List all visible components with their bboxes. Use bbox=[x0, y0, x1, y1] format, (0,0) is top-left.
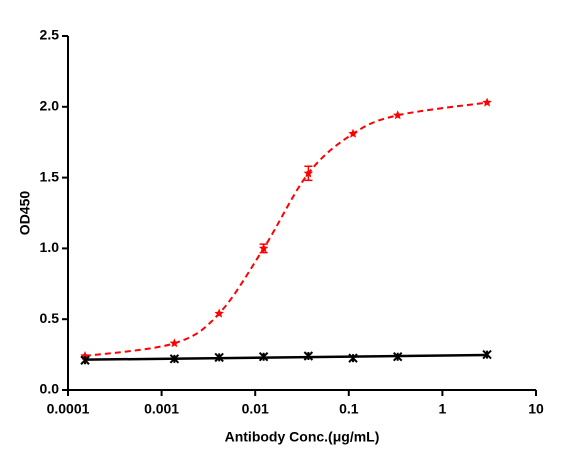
point bbox=[392, 110, 403, 120]
point bbox=[348, 353, 358, 363]
point bbox=[303, 351, 314, 361]
x-tick-label: 0.1 bbox=[339, 401, 359, 417]
point bbox=[482, 349, 492, 360]
y-tick-label: 0.5 bbox=[40, 310, 60, 326]
x-tick-label: 1 bbox=[439, 401, 447, 417]
y-tick-label: 0.0 bbox=[40, 381, 60, 397]
point bbox=[258, 243, 269, 253]
point bbox=[482, 97, 492, 107]
point bbox=[80, 355, 90, 365]
fit-curve bbox=[84, 101, 488, 358]
point bbox=[169, 354, 180, 364]
x-tick-label: 0.01 bbox=[242, 401, 269, 417]
point bbox=[214, 352, 224, 363]
point bbox=[258, 352, 269, 362]
x-axis-label: Antibody Conc.(μg/mL) bbox=[225, 429, 380, 445]
x-tick-label: 0.001 bbox=[144, 401, 179, 417]
x-tick-label: 10 bbox=[528, 401, 544, 417]
y-tick-label: 1.5 bbox=[40, 168, 60, 184]
x-tick-label: 0.0001 bbox=[47, 401, 90, 417]
point bbox=[392, 352, 403, 362]
y-tick-label: 2.5 bbox=[40, 27, 60, 43]
point bbox=[214, 308, 224, 318]
point bbox=[348, 128, 358, 138]
point bbox=[169, 338, 180, 348]
fit-line bbox=[85, 353, 488, 361]
y-tick-label: 1.0 bbox=[40, 239, 60, 255]
y-axis-label: OD450 bbox=[17, 191, 33, 236]
y-tick-label: 2.0 bbox=[40, 98, 60, 114]
point bbox=[303, 168, 314, 178]
